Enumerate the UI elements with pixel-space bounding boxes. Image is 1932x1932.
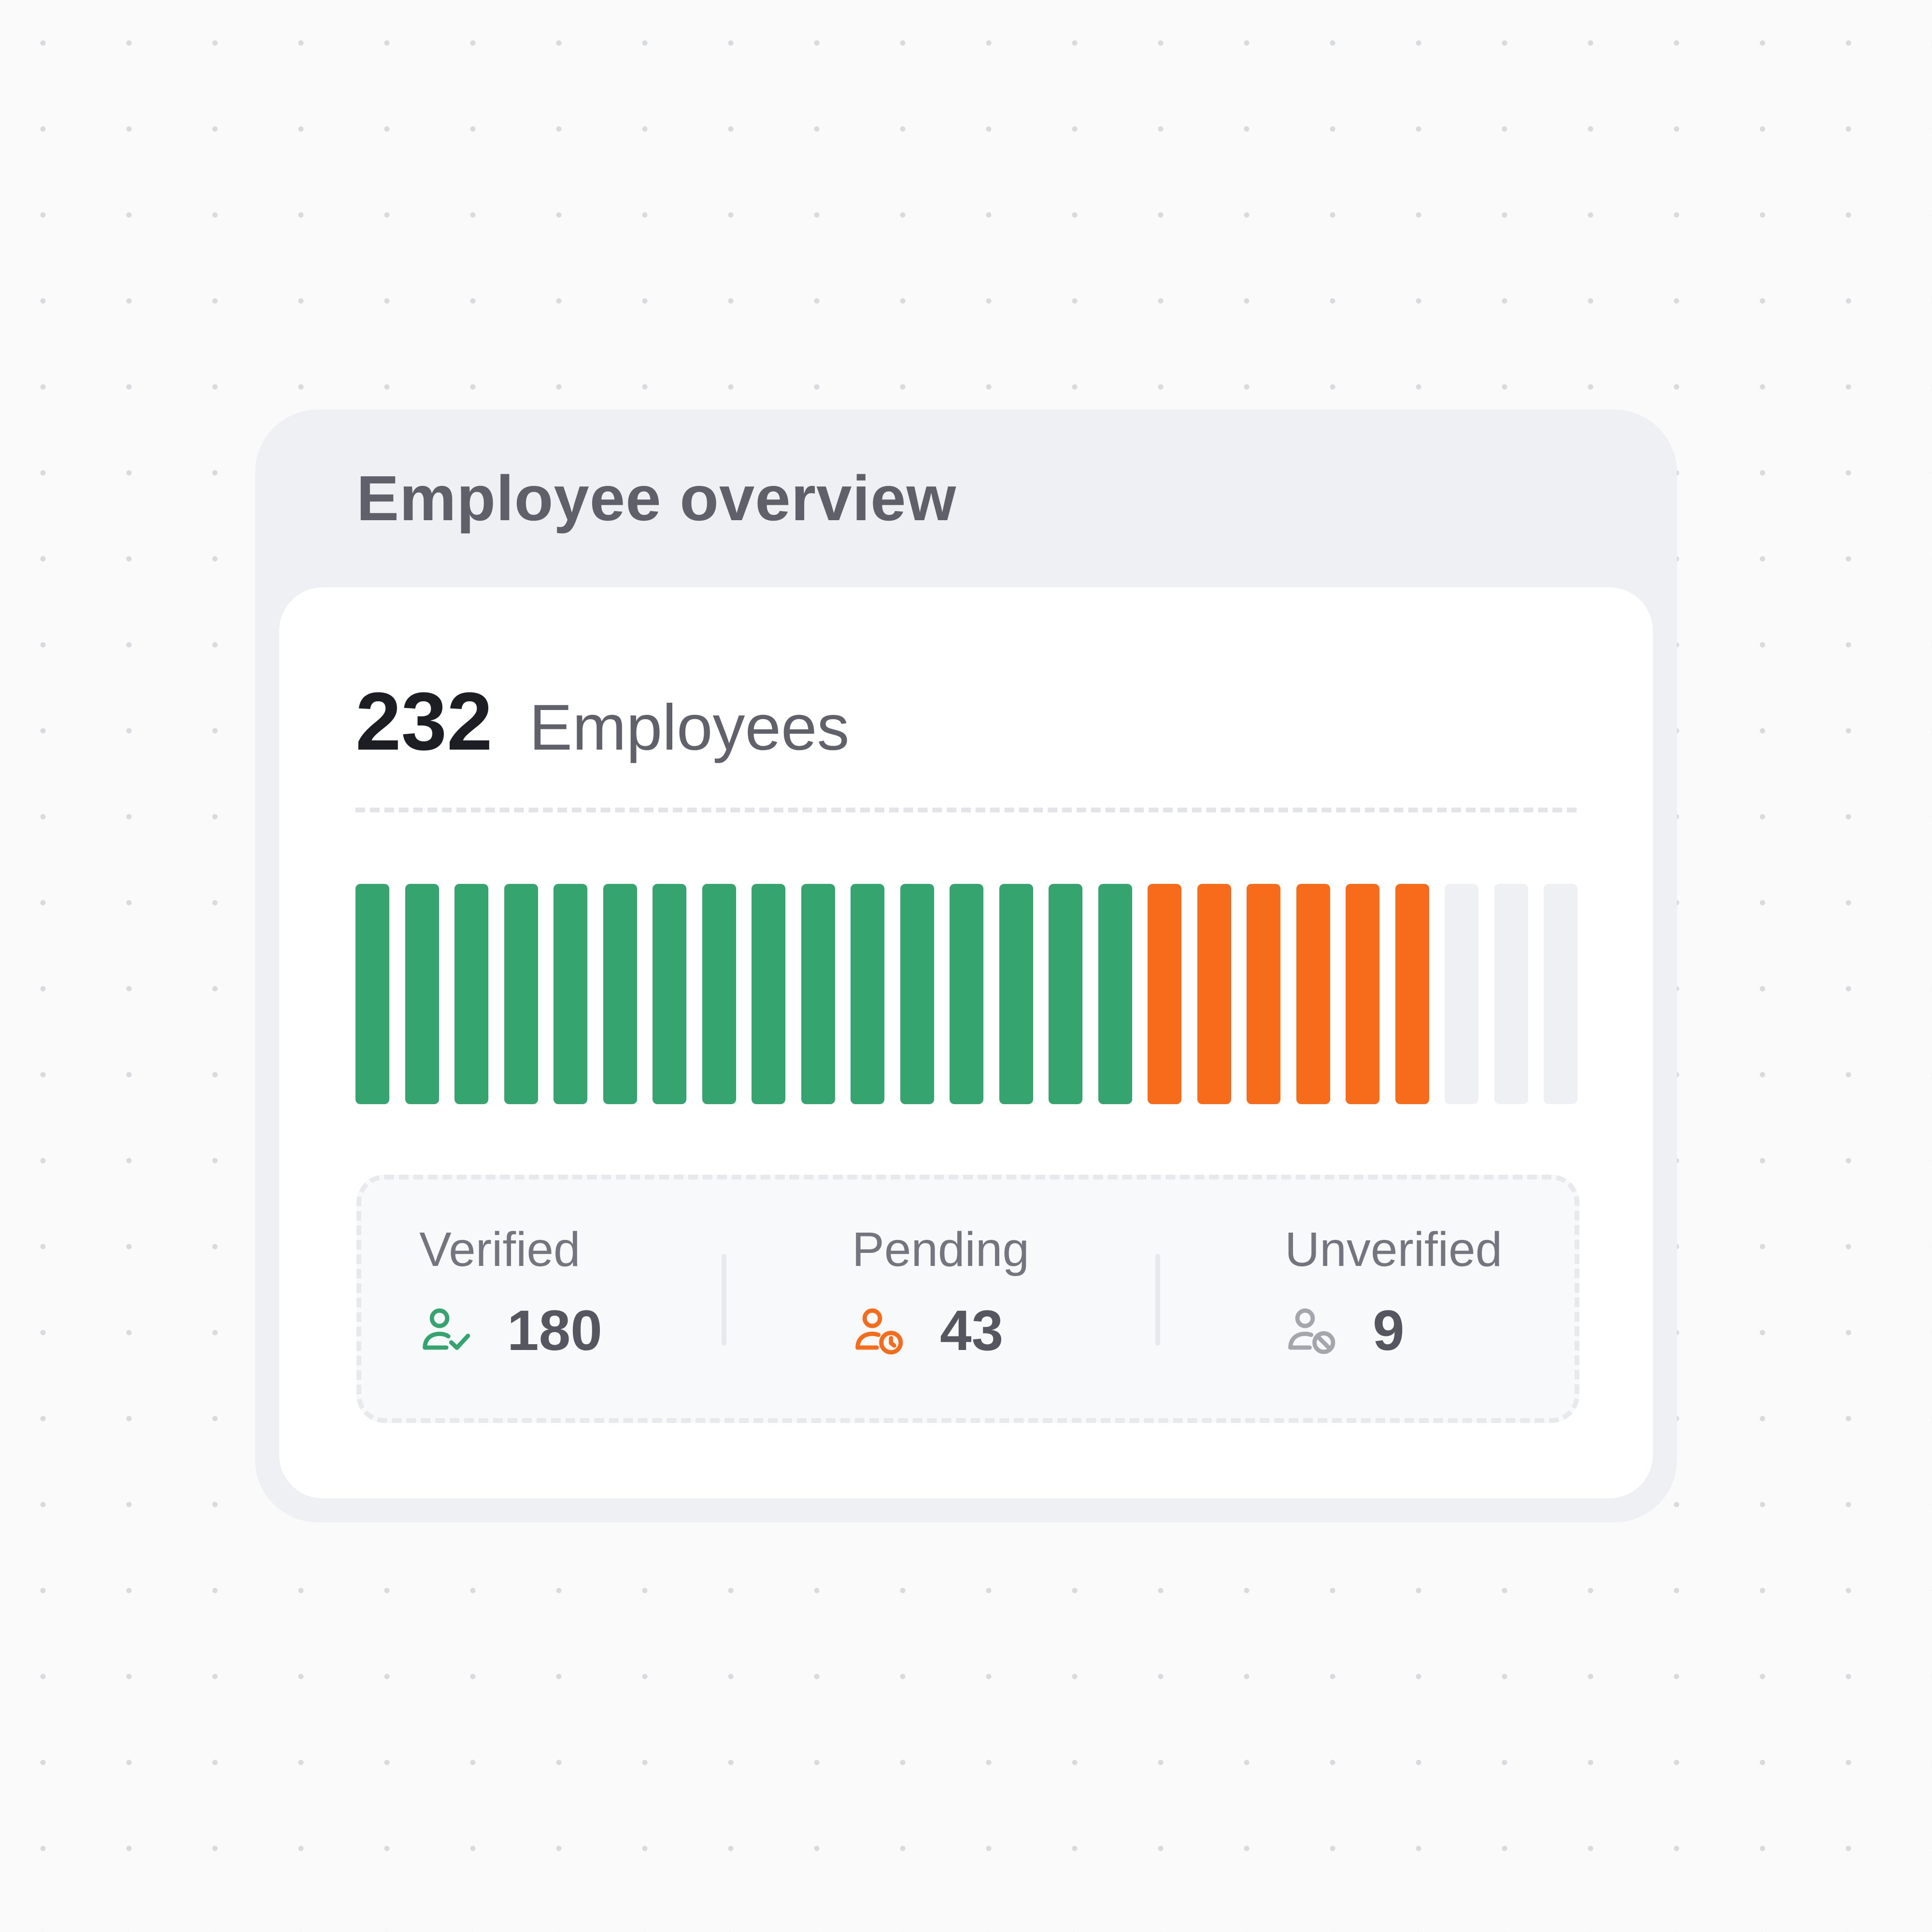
bar-segment-verified bbox=[603, 884, 637, 1104]
user-clock-icon bbox=[855, 1308, 903, 1355]
stat-separator bbox=[1155, 1254, 1160, 1346]
employee-count: 232 Employees bbox=[355, 674, 850, 769]
bar-segment-unverified bbox=[1445, 884, 1478, 1104]
bar-segment-pending bbox=[1247, 884, 1280, 1104]
employee-overview-card: Employee overview 232 Employees Verified… bbox=[255, 410, 1677, 1522]
bar-segment-pending bbox=[1197, 884, 1231, 1104]
user-blocked-icon bbox=[1288, 1308, 1335, 1354]
status-bar-chart bbox=[355, 884, 1577, 1104]
bar-segment-pending bbox=[1148, 884, 1181, 1104]
status-summary: Verified 180 Pending bbox=[356, 1175, 1579, 1423]
bar-segment-pending bbox=[1296, 884, 1330, 1104]
bar-segment-verified bbox=[455, 884, 488, 1104]
bar-segment-verified bbox=[950, 884, 983, 1104]
bar-segment-unverified bbox=[1544, 884, 1577, 1104]
stat-pending-value: 43 bbox=[940, 1299, 1004, 1363]
stat-verified-value: 180 bbox=[507, 1299, 602, 1363]
employee-count-label: Employees bbox=[529, 692, 850, 764]
bar-segment-verified bbox=[900, 884, 934, 1104]
employee-count-number: 232 bbox=[355, 676, 493, 767]
bar-segment-verified bbox=[355, 884, 389, 1104]
bar-segment-pending bbox=[1395, 884, 1429, 1104]
bar-segment-verified bbox=[653, 884, 686, 1104]
bar-segment-verified bbox=[504, 884, 538, 1104]
bar-segment-verified bbox=[801, 884, 835, 1104]
dashed-divider bbox=[355, 808, 1577, 812]
bar-segment-verified bbox=[752, 884, 785, 1104]
bar-segment-verified bbox=[1049, 884, 1082, 1104]
bar-segment-verified bbox=[405, 884, 439, 1104]
bar-segment-pending bbox=[1346, 884, 1379, 1104]
bar-segment-verified bbox=[702, 884, 736, 1104]
user-check-icon bbox=[423, 1308, 470, 1350]
stat-verified-value-row: 180 bbox=[419, 1302, 602, 1359]
stat-unverified-value: 9 bbox=[1373, 1299, 1405, 1363]
stat-unverified-value-row: 9 bbox=[1285, 1302, 1405, 1359]
bar-segment-verified bbox=[1098, 884, 1132, 1104]
stat-pending-label: Pending bbox=[852, 1222, 1029, 1277]
bar-segment-unverified bbox=[1494, 884, 1528, 1104]
card-body: 232 Employees Verified 180 bbox=[279, 587, 1653, 1498]
stat-separator bbox=[722, 1254, 726, 1346]
stat-verified-label: Verified bbox=[419, 1222, 581, 1277]
stat-unverified-label: Unverified bbox=[1285, 1222, 1503, 1277]
bar-segment-verified bbox=[554, 884, 587, 1104]
bar-segment-verified bbox=[851, 884, 884, 1104]
stat-pending-value-row: 43 bbox=[852, 1302, 1003, 1359]
bar-segment-verified bbox=[999, 884, 1033, 1104]
card-title: Employee overview bbox=[356, 463, 957, 534]
